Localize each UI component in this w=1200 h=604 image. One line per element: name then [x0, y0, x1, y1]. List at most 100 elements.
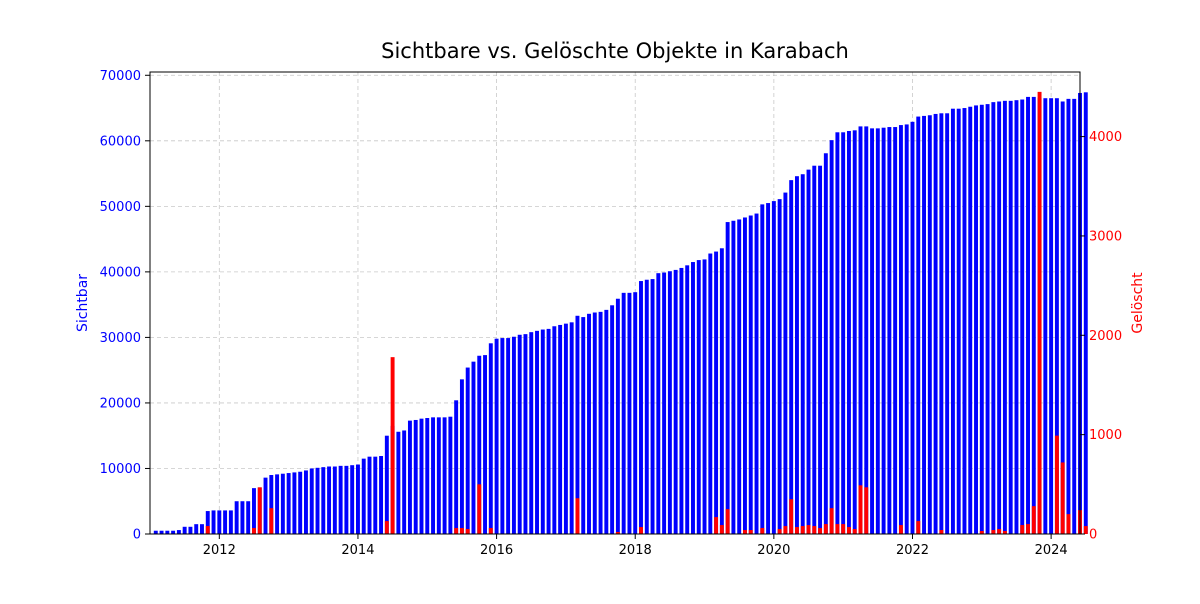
- bar-sichtbar: [760, 204, 765, 534]
- bar-sichtbar: [933, 113, 938, 534]
- bar-sichtbar: [361, 458, 366, 534]
- bar-geloescht: [979, 531, 984, 534]
- bar-sichtbar: [835, 132, 840, 535]
- bar-geloescht: [1054, 435, 1059, 534]
- bar-geloescht: [760, 528, 765, 534]
- bar-sichtbar: [552, 326, 557, 534]
- bar-geloescht: [639, 527, 643, 534]
- bar-sichtbar: [621, 292, 626, 534]
- bar-sichtbar: [610, 305, 615, 534]
- bar-sichtbar: [696, 260, 701, 534]
- bar-sichtbar: [974, 105, 978, 535]
- bar-sichtbar: [413, 419, 418, 534]
- bar-geloescht: [269, 508, 274, 534]
- bar-geloescht: [789, 499, 794, 534]
- y-axis-label-left: Sichtbar: [75, 274, 91, 332]
- y-tick-label-left: 40000: [100, 265, 141, 280]
- bar-sichtbar: [355, 464, 360, 534]
- bar-sichtbar: [332, 466, 337, 534]
- bar-sichtbar: [858, 126, 863, 534]
- bar-sichtbar: [1014, 100, 1019, 535]
- bar-sichtbar: [459, 379, 464, 534]
- y-tick-label-left: 50000: [100, 200, 141, 215]
- bar-sichtbar: [1060, 101, 1065, 535]
- bar-sichtbar: [454, 400, 459, 534]
- bar-geloescht: [743, 530, 747, 534]
- bar-sichtbar: [598, 311, 603, 534]
- bar-sichtbar: [783, 192, 788, 534]
- bar-sichtbar: [1020, 99, 1025, 535]
- bar-sichtbar: [956, 108, 961, 534]
- bar-sichtbar: [407, 420, 412, 534]
- bar-sichtbar: [379, 456, 384, 534]
- bar-sichtbar: [950, 108, 955, 534]
- bar-sichtbar: [402, 430, 407, 534]
- x-tick-label: 2020: [757, 543, 790, 558]
- bar-sichtbar: [165, 530, 170, 534]
- bar-sichtbar: [540, 329, 545, 534]
- x-axis: 2012 2014 2016 2018 2020 2022 2024: [203, 534, 1068, 558]
- bar-sichtbar: [200, 524, 204, 534]
- bar-sichtbar: [633, 292, 638, 534]
- bar-geloescht: [1020, 525, 1025, 534]
- bar-sichtbar: [280, 473, 285, 534]
- bar-sichtbar: [252, 488, 256, 534]
- bar-sichtbar: [205, 511, 210, 534]
- bar-sichtbar: [1054, 98, 1059, 535]
- bar-sichtbar: [211, 510, 216, 534]
- bar-sichtbar: [939, 113, 944, 534]
- bar-sichtbar: [766, 203, 771, 534]
- bar-sichtbar: [523, 334, 528, 534]
- bar-sichtbar: [714, 251, 719, 534]
- bar-sichtbar: [194, 524, 199, 534]
- y-axis-label-right: Gelöscht: [1130, 272, 1146, 334]
- bars-sichtbar: [153, 92, 1088, 535]
- bar-sichtbar: [442, 417, 447, 534]
- bar-sichtbar: [864, 126, 869, 534]
- x-tick-label: 2016: [480, 543, 513, 558]
- bar-sichtbar: [315, 467, 320, 534]
- bar-geloescht: [384, 521, 389, 534]
- bar-sichtbar: [1043, 98, 1048, 535]
- x-tick-label: 2018: [619, 543, 652, 558]
- bar-sichtbar: [275, 474, 280, 534]
- bar-sichtbar: [373, 456, 378, 534]
- bar-sichtbar: [465, 367, 470, 534]
- bar-geloescht: [783, 526, 788, 534]
- bar-sichtbar: [171, 530, 176, 534]
- bar-sichtbar: [587, 313, 591, 534]
- bar-geloescht: [806, 525, 811, 534]
- bar-sichtbar: [771, 201, 776, 534]
- y-tick-label-right: 4000: [1089, 130, 1122, 145]
- bar-sichtbar: [592, 312, 597, 534]
- bar-sichtbar: [846, 130, 851, 535]
- bar-geloescht: [454, 528, 459, 534]
- bar-sichtbar: [581, 317, 586, 534]
- bar-sichtbar: [153, 530, 158, 534]
- bar-sichtbar: [304, 470, 308, 534]
- bar-sichtbar: [887, 127, 892, 535]
- bar-geloescht: [858, 485, 863, 534]
- bar-sichtbar: [425, 418, 430, 534]
- bar-sichtbar: [800, 174, 805, 535]
- bar-sichtbar: [823, 153, 828, 534]
- bar-sichtbar: [563, 323, 568, 534]
- bar-geloescht: [725, 509, 730, 534]
- bar-sichtbar: [639, 281, 643, 534]
- bar-geloescht: [1026, 524, 1030, 534]
- bar-sichtbar: [477, 355, 482, 534]
- bar-sichtbar: [344, 465, 349, 534]
- bar-sichtbar: [806, 169, 811, 534]
- bar-geloescht: [257, 487, 262, 534]
- bar-sichtbar: [702, 259, 707, 534]
- bar-geloescht: [846, 527, 851, 534]
- bar-sichtbar: [737, 219, 742, 534]
- bar-sichtbar: [263, 477, 268, 534]
- bar-sichtbar: [575, 315, 580, 534]
- bar-sichtbar: [922, 115, 926, 534]
- bar-sichtbar: [511, 336, 516, 534]
- bar-sichtbar: [656, 273, 661, 534]
- x-tick-label: 2012: [203, 543, 236, 558]
- bar-sichtbar: [777, 199, 782, 534]
- bar-geloescht: [465, 529, 470, 534]
